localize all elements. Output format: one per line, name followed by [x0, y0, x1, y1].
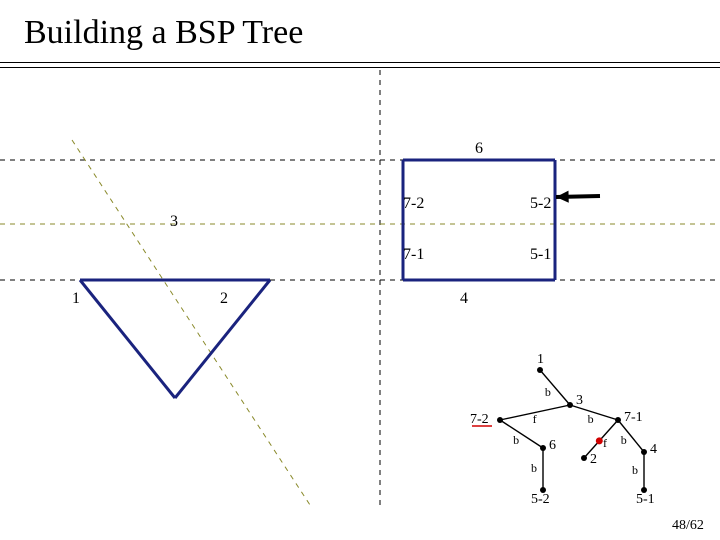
tree-bf-label: b	[513, 433, 519, 448]
tree-node-label: 2	[590, 452, 597, 468]
diagram-label: 5-2	[530, 195, 551, 213]
tree-node-label: 5-1	[636, 492, 655, 508]
tree-bf-label: b	[632, 463, 638, 478]
diagram-label: 5-1	[530, 246, 551, 264]
tree-bf-label: b	[588, 412, 594, 427]
diagram-label: 6	[475, 140, 483, 158]
diagram-label: 4	[460, 290, 468, 308]
diagram-label: 2	[220, 290, 228, 308]
tree-node-label: 4	[650, 442, 657, 458]
diagram-label: 7-2	[403, 195, 424, 213]
tree-node-label: 3	[576, 393, 583, 409]
tree-bf-label: b	[545, 385, 551, 400]
diagram-label: 3	[170, 213, 178, 231]
tree-node-label: 7-2	[470, 412, 489, 428]
tree-bf-label: b	[531, 461, 537, 476]
diagram-layer	[0, 0, 720, 540]
tree-bf-label: f	[603, 436, 607, 451]
tree-bf-label: b	[621, 433, 627, 448]
page-number: 48/62	[672, 518, 704, 534]
diagram-label: 1	[72, 290, 80, 308]
tree-node-label: 6	[549, 438, 556, 454]
title-rule	[0, 62, 720, 68]
diagram-label: 7-1	[403, 246, 424, 264]
tree-node-label: 7-1	[624, 410, 643, 426]
tree-node-label: 1	[537, 352, 544, 368]
tree-bf-label: f	[533, 412, 537, 427]
tree-node-label: 5-2	[531, 492, 550, 508]
page-title: Building a BSP Tree	[24, 14, 303, 52]
